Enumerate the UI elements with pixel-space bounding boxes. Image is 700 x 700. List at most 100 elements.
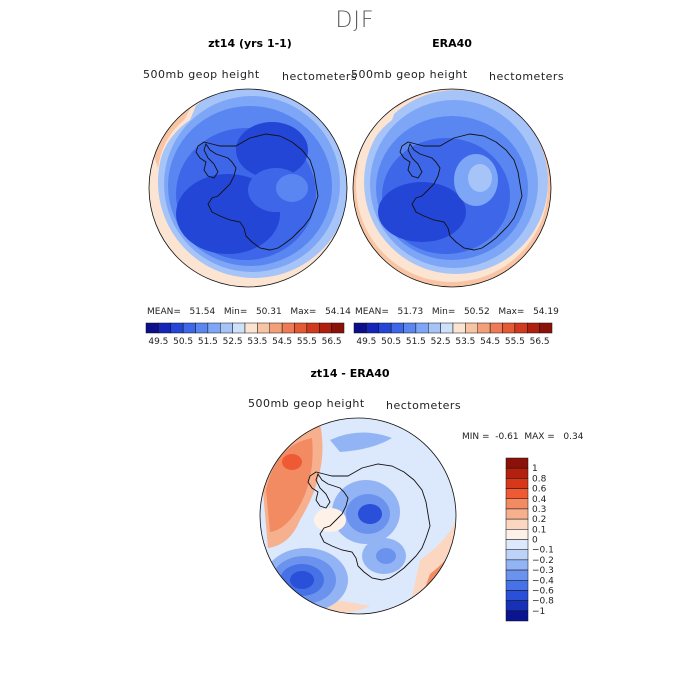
colorbar-3: 10.80.60.40.30.20.10−0.1−0.2−0.3−0.4−0.6… <box>505 457 554 622</box>
colorbar-1-swatch <box>232 322 246 334</box>
colorbar-1-swatch <box>331 322 345 334</box>
colorbar-2-swatch <box>415 322 429 334</box>
colorbar-3-swatch <box>505 508 529 520</box>
panel-2-title: ERA40 <box>432 37 472 50</box>
colorbar-2-swatch <box>489 322 503 334</box>
min-value: 50.31 <box>255 307 282 317</box>
colorbar-3-swatch <box>505 498 529 510</box>
colorbar-1-swatch <box>170 322 184 334</box>
colorbar-1-tick-label: 53.5 <box>247 337 267 347</box>
colorbar-2-tick-label: 50.5 <box>381 337 401 347</box>
mean-value: 51.73 <box>397 307 424 317</box>
colorbar-2-swatch <box>366 322 379 334</box>
min-label: MIN = <box>462 432 490 442</box>
max-label: Max= <box>290 307 317 317</box>
max-value: 54.19 <box>533 307 559 317</box>
panel-3-stats: MIN = -0.61 MAX = 0.34 <box>462 432 583 442</box>
colorbar-1-tick-label: 51.5 <box>198 337 218 347</box>
colorbar-2-swatch <box>527 322 540 334</box>
max-label: Max= <box>498 307 525 317</box>
panel-3-variable: 500mb geop height <box>248 397 365 410</box>
colorbar-3-swatch <box>505 580 529 591</box>
min-value: -0.61 <box>495 432 519 442</box>
colorbar-2-tick-label: 55.5 <box>505 337 525 347</box>
map-2 <box>353 89 551 287</box>
colorbar-3-tick-label: 0.3 <box>532 505 546 515</box>
mean-label: MEAN= <box>355 307 389 317</box>
min-label: Min= <box>223 307 248 317</box>
colorbar-3-tick-label: 0.4 <box>532 495 547 505</box>
colorbar-2-swatch <box>440 322 454 334</box>
colorbar-2-tick-label: 51.5 <box>406 337 426 347</box>
max-label: MAX = <box>524 432 555 442</box>
colorbar-1-swatch <box>244 322 258 334</box>
colorbar-3-tick-label: 0.1 <box>532 525 546 535</box>
colorbar-2-tick-label: 53.5 <box>455 337 475 347</box>
colorbar-3-swatch <box>505 457 529 469</box>
colorbar-3-swatch <box>505 590 529 601</box>
colorbar-3-swatch <box>505 610 529 622</box>
colorbar-2-swatch <box>428 322 441 334</box>
colorbar-1-swatch <box>319 322 332 334</box>
max-value: 0.34 <box>563 432 584 442</box>
map-1-border <box>148 88 348 288</box>
colorbar-3-tick-label: −0.6 <box>532 586 554 596</box>
colorbar-3-tick-label: −0.8 <box>532 597 554 607</box>
colorbar-3-swatch <box>505 569 529 581</box>
panel-2-variable: 500mb geop height <box>351 68 468 81</box>
panel-1-stats: MEAN= 51.54 Min= 50.31 Max= 54.14 <box>147 307 351 317</box>
colorbar-3-swatch <box>505 529 529 540</box>
colorbar-3-swatch <box>505 518 529 530</box>
colorbar-1-tick-label: 49.5 <box>148 337 168 347</box>
colorbar-1-tick-label: 50.5 <box>173 337 193 347</box>
colorbar-2-tick-label: 54.5 <box>480 337 500 347</box>
min-label: Min= <box>431 307 456 317</box>
colorbar-3-swatch <box>505 600 529 612</box>
colorbar-2-swatch <box>378 322 392 334</box>
colorbar-3-swatch <box>505 549 529 561</box>
panel-2-units: hectometers <box>489 70 565 83</box>
colorbar-1-swatch <box>158 322 171 334</box>
colorbar-2-swatch <box>452 322 466 334</box>
colorbar-1-swatch <box>257 322 270 334</box>
colorbar-3-tick-label: −0.2 <box>532 556 554 566</box>
colorbar-1-swatch <box>281 322 295 334</box>
colorbar-3-swatch <box>505 467 529 479</box>
colorbar-3-tick-label: −1 <box>532 607 545 617</box>
colorbar-2-swatch <box>353 322 367 334</box>
colorbar-2-tick-label: 49.5 <box>356 337 376 347</box>
colorbar-1-tick-label: 54.5 <box>272 337 292 347</box>
colorbar-2-swatch <box>477 322 491 334</box>
mean-label: MEAN= <box>147 307 181 317</box>
colorbar-2-swatch <box>465 322 478 334</box>
colorbar-2: 49.5 50.5 51.5 52.5 53.5 54.5 55.5 56.5 <box>353 322 553 347</box>
colorbar-1-swatch <box>182 322 196 334</box>
colorbar-3-swatch <box>505 559 529 571</box>
colorbar-3-tick-label: 0.6 <box>532 485 547 495</box>
panel-3-title: zt14 - ERA40 <box>310 367 390 380</box>
panel-3-units: hectometers <box>386 399 462 412</box>
max-value: 54.14 <box>325 307 351 317</box>
colorbar-3-swatch <box>505 539 529 550</box>
colorbar-3-tick-label: 1 <box>532 464 538 474</box>
colorbar-2-tick-label: 52.5 <box>431 337 451 347</box>
colorbar-1-swatch <box>145 322 159 334</box>
panel-1-title: zt14 (yrs 1-1) <box>208 37 292 50</box>
map-3-border <box>259 417 457 615</box>
colorbar-1-swatch <box>220 322 233 334</box>
mean-value: 51.54 <box>189 307 216 317</box>
colorbar-1: 49.5 50.5 51.5 52.5 53.5 54.5 55.5 56.5 <box>145 322 345 347</box>
colorbar-1-swatch <box>269 322 283 334</box>
panel-1-units: hectometers <box>282 70 358 83</box>
figure-title: DJF <box>335 8 375 33</box>
colorbar-2-swatch <box>514 322 528 334</box>
colorbar-1-swatch <box>195 322 209 334</box>
panel-2-stats: MEAN= 51.73 Min= 50.52 Max= 54.19 <box>355 307 559 317</box>
colorbar-3-tick-label: 0.2 <box>532 515 546 525</box>
colorbar-2-swatch <box>390 322 404 334</box>
colorbar-3-tick-label: −0.3 <box>532 566 554 576</box>
colorbar-1-tick-label: 55.5 <box>297 337 317 347</box>
colorbar-3-tick-label: −0.1 <box>532 546 554 556</box>
colorbar-3-swatch <box>505 488 529 499</box>
